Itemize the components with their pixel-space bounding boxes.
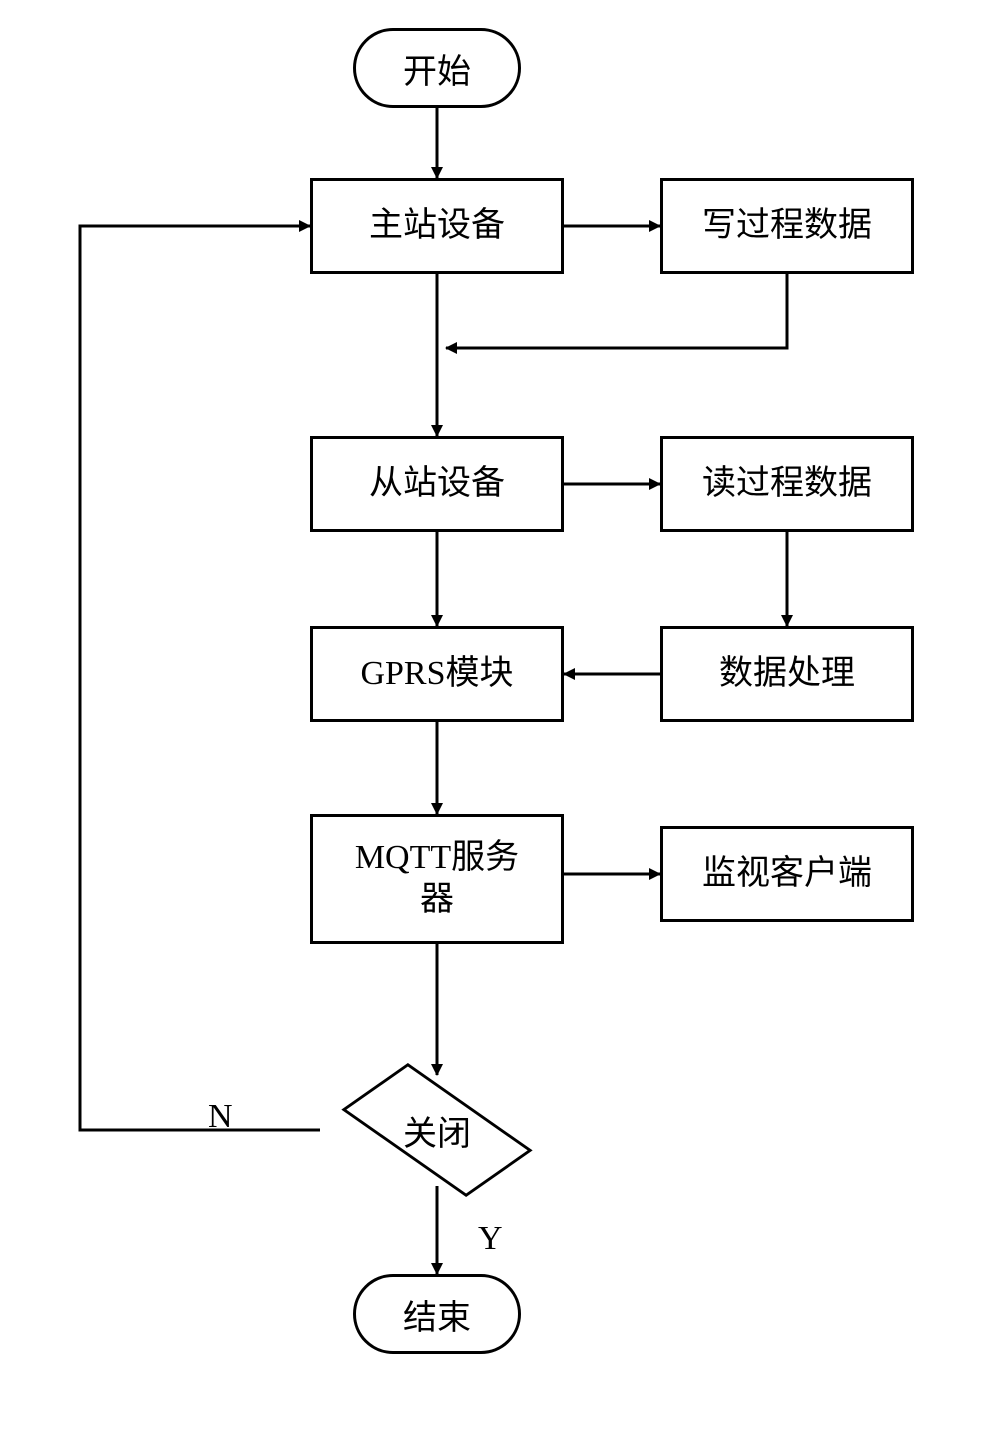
node-close: 关闭 [317, 1070, 557, 1190]
node-slave: 从站设备 [310, 436, 564, 532]
node-write: 写过程数据 [660, 178, 914, 274]
edge-close-loop [80, 226, 320, 1130]
node-start: 开始 [353, 28, 521, 108]
edge-label-y-text: Y [478, 1220, 503, 1257]
flowchart-canvas: 开始 主站设备 写过程数据 从站设备 读过程数据 GPRS模块 数据处理 MQT… [0, 0, 994, 1439]
node-proc: 数据处理 [660, 626, 914, 722]
node-mqtt-label: MQTT服务 器 [355, 837, 519, 922]
node-close-label: 关闭 [317, 1070, 557, 1190]
edge-label-n-text: N [208, 1098, 233, 1135]
node-gprs-label: GPRS模块 [360, 653, 513, 696]
node-master-label: 主站设备 [369, 205, 505, 248]
node-gprs: GPRS模块 [310, 626, 564, 722]
node-read-label: 读过程数据 [702, 463, 872, 506]
node-end-label: 结束 [403, 1290, 471, 1339]
node-master: 主站设备 [310, 178, 564, 274]
node-write-label: 写过程数据 [702, 205, 872, 248]
node-end: 结束 [353, 1274, 521, 1354]
edge-write-merge1 [446, 274, 787, 348]
node-proc-label: 数据处理 [719, 653, 855, 696]
node-start-label: 开始 [403, 44, 471, 93]
edge-label-y: Y [478, 1220, 503, 1258]
node-mqtt: MQTT服务 器 [310, 814, 564, 944]
node-client-label: 监视客户端 [702, 853, 872, 896]
edge-label-n: N [208, 1098, 233, 1136]
node-client: 监视客户端 [660, 826, 914, 922]
node-slave-label: 从站设备 [369, 463, 505, 506]
node-read: 读过程数据 [660, 436, 914, 532]
